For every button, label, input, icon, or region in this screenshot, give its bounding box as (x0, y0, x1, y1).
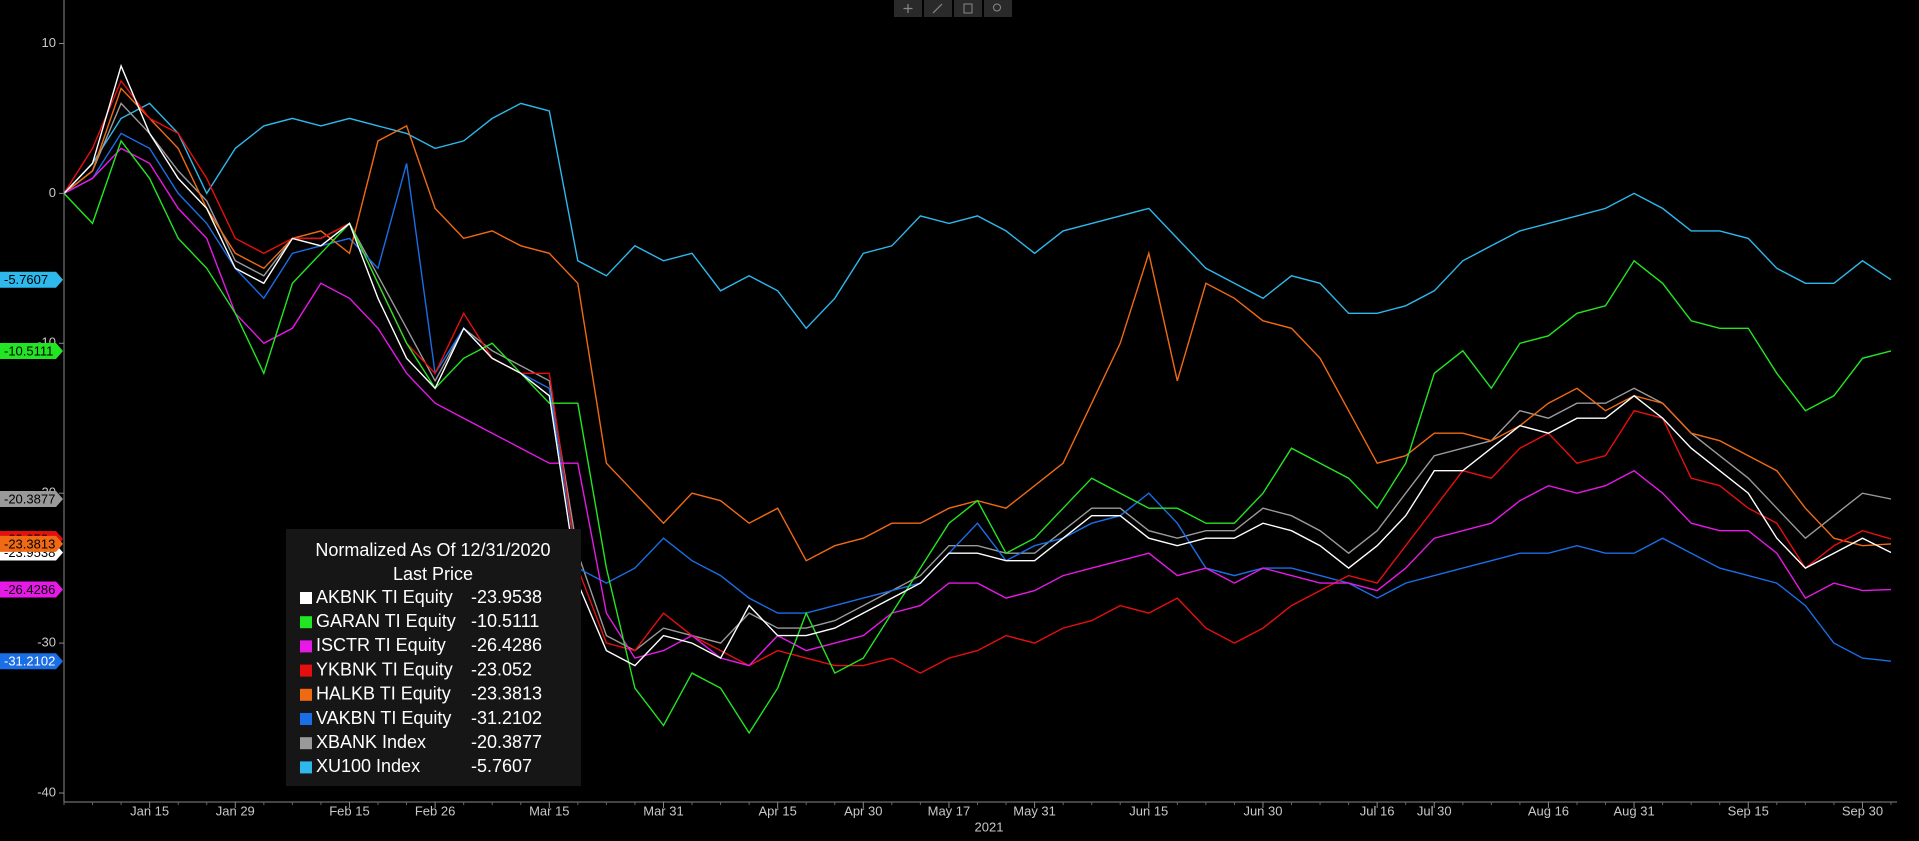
x-tick-label: Sep 15 (1728, 803, 1769, 818)
x-tick-label: Jan 15 (130, 803, 169, 818)
series-line (63, 139, 1892, 735)
x-tick-label: Jan 29 (216, 803, 255, 818)
price-tag (0, 342, 63, 359)
series-line (63, 132, 1892, 662)
series-line (63, 63, 1892, 667)
series-line (63, 147, 1892, 667)
x-tick-label: Jul 30 (1417, 803, 1452, 818)
price-tag-label: -20.3877 (4, 491, 55, 506)
x-tick-label: Mar 15 (529, 803, 569, 818)
legend-value: -23.9538 (471, 587, 542, 607)
price-tag-label: -5.7607 (4, 272, 48, 287)
legend-value: -5.7607 (471, 756, 532, 776)
x-tick-label: May 31 (1013, 803, 1056, 818)
y-tick-label: 0 (49, 185, 56, 200)
draw-icon (932, 3, 943, 14)
lines (63, 63, 1892, 735)
legend-label: VAKBN TI Equity (316, 708, 451, 728)
notes-button[interactable] (954, 0, 982, 17)
legend-swatch (300, 640, 312, 653)
legend-subtitle: Last Price (393, 564, 473, 584)
price-tags: -23.9538-10.5111-26.4286-23.052-23.3813-… (0, 271, 63, 670)
legend-label: YKBNK TI Equity (316, 659, 453, 679)
legend-label: ISCTR TI Equity (316, 635, 446, 655)
price-tag-label: -31.2102 (4, 654, 55, 669)
legend-swatch (300, 688, 312, 701)
zoom-icon (993, 3, 1001, 12)
x-year-label: 2021 (975, 819, 1004, 834)
x-tick-label: Feb 26 (415, 803, 455, 818)
legend-value: -23.3813 (471, 684, 542, 704)
zoom-button[interactable] (984, 0, 1012, 17)
legend-swatch (300, 616, 312, 629)
legend-value: -31.2102 (471, 708, 542, 728)
toolbar (894, 0, 1012, 17)
y-tick-label: 10 (42, 35, 56, 50)
legend-label: HALKB TI Equity (316, 684, 451, 704)
pan-icon (903, 4, 913, 13)
price-tag (0, 535, 63, 552)
legend-value: -26.4286 (471, 635, 542, 655)
price-tag (0, 653, 63, 670)
legend-swatch (300, 713, 312, 725)
price-tag-label: -10.5111 (4, 343, 53, 358)
price-tag-label: -26.4286 (4, 582, 55, 597)
x-tick-label: Mar 31 (643, 803, 683, 818)
price-tag (0, 491, 63, 508)
price-tag (0, 581, 63, 598)
notes-icon (963, 3, 973, 14)
legend-label: AKBNK TI Equity (316, 587, 453, 607)
y-tick-label: -30 (37, 635, 56, 650)
x-tick-label: Apr 15 (759, 803, 797, 818)
legend-title: Normalized As Of 12/31/2020 (315, 540, 550, 560)
x-tick-label: Jun 30 (1243, 803, 1282, 818)
x-tick-label: Apr 30 (844, 803, 882, 818)
legend-label: XBANK Index (316, 732, 426, 752)
x-tick-label: Feb 15 (329, 803, 369, 818)
series-line (63, 102, 1892, 330)
legend-label: XU100 Index (316, 756, 420, 776)
legend: Normalized As Of 12/31/2020 Last Price A… (286, 529, 581, 786)
y-tick-label: -40 (37, 784, 56, 799)
x-tick-label: Aug 31 (1613, 803, 1654, 818)
legend-value: -20.3877 (471, 732, 542, 752)
legend-value: -10.5111 (471, 611, 539, 631)
x-tick-label: Aug 16 (1528, 803, 1569, 818)
legend-value: -23.052 (471, 659, 532, 679)
legend-swatch (300, 737, 312, 750)
legend-box (286, 529, 581, 786)
legend-swatch (300, 761, 312, 774)
x-tick-label: May 17 (928, 803, 971, 818)
legend-swatch (300, 592, 312, 604)
legend-label: GARAN TI Equity (316, 611, 456, 631)
price-tag-label: -23.3813 (4, 536, 55, 551)
x-tick-label: Sep 30 (1842, 803, 1883, 818)
x-tick-label: Jul 16 (1360, 803, 1395, 818)
x-tick-label: Jun 15 (1129, 803, 1168, 818)
price-tag (0, 271, 63, 288)
legend-swatch (300, 664, 312, 677)
